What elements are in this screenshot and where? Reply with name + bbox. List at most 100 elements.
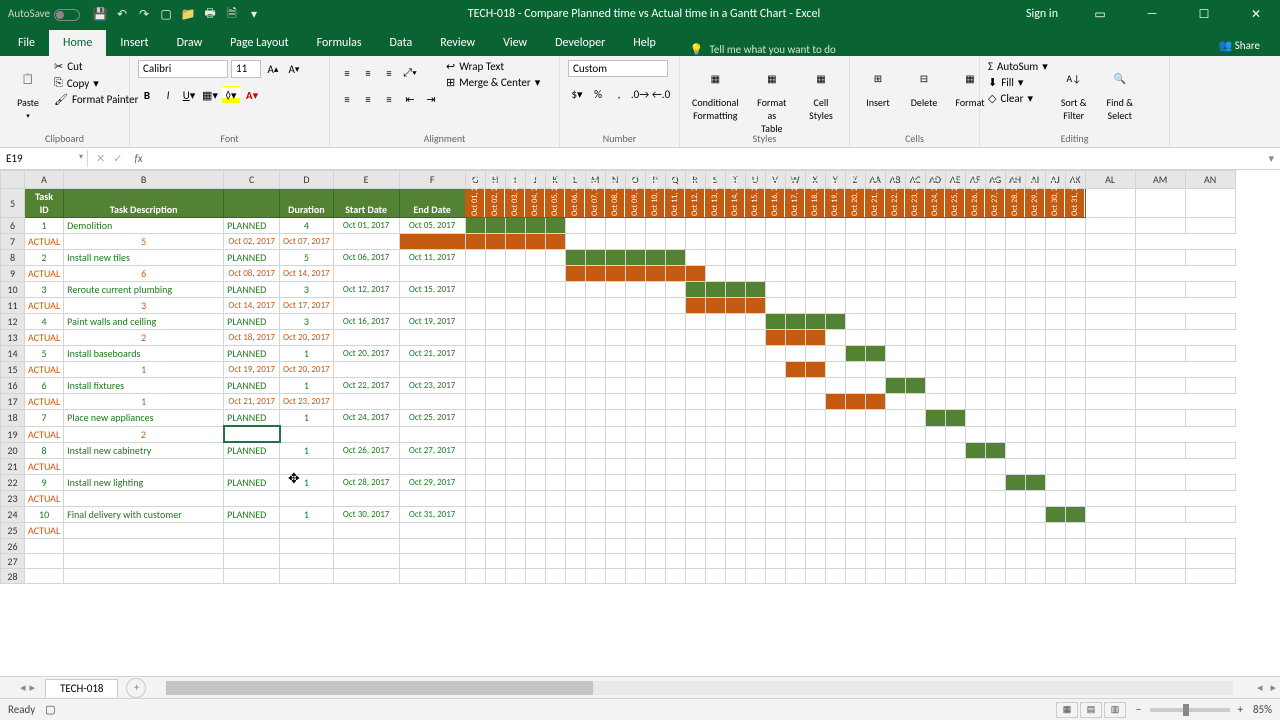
cell[interactable]	[765, 554, 785, 569]
gantt-cell[interactable]	[745, 394, 765, 410]
gantt-cell[interactable]	[885, 250, 905, 266]
cell[interactable]	[1185, 569, 1235, 584]
gantt-cell[interactable]	[845, 410, 865, 427]
gantt-cell[interactable]	[845, 346, 865, 362]
decrease-indent-icon[interactable]: ⇤	[401, 90, 419, 108]
gantt-cell[interactable]	[645, 459, 665, 475]
gantt-cell[interactable]	[885, 362, 905, 378]
cell[interactable]	[1045, 523, 1065, 539]
end-date-cell[interactable]	[280, 459, 333, 475]
gantt-cell[interactable]	[985, 298, 1005, 314]
duration-cell[interactable]: 1	[280, 475, 333, 491]
gantt-cell[interactable]	[905, 330, 925, 346]
gantt-cell[interactable]	[1025, 234, 1045, 250]
gantt-cell[interactable]	[765, 378, 785, 394]
type-cell[interactable]: ACTUAL	[25, 523, 64, 539]
gantt-cell[interactable]	[705, 250, 725, 266]
start-date-cell[interactable]: Oct 21, 2017	[224, 394, 280, 410]
gantt-cell[interactable]	[545, 266, 565, 282]
gantt-cell[interactable]	[685, 378, 705, 394]
zoom-slider[interactable]	[1150, 708, 1230, 712]
task-id[interactable]: 6	[25, 378, 64, 394]
gantt-cell[interactable]	[545, 330, 565, 346]
gantt-cell[interactable]	[945, 426, 965, 442]
gantt-cell[interactable]	[665, 250, 685, 266]
gantt-cell[interactable]	[785, 330, 805, 346]
gantt-cell[interactable]	[725, 298, 745, 314]
gantt-cell[interactable]	[985, 346, 1005, 362]
gantt-cell[interactable]	[705, 507, 725, 523]
gantt-cell[interactable]	[905, 282, 925, 298]
gantt-cell[interactable]	[1025, 459, 1045, 475]
gantt-cell[interactable]	[785, 282, 805, 298]
gantt-cell[interactable]	[865, 491, 885, 507]
cell[interactable]	[280, 569, 333, 584]
gantt-cell[interactable]	[965, 523, 985, 539]
duration-cell[interactable]	[64, 523, 224, 539]
gantt-cell[interactable]	[885, 394, 905, 410]
gantt-cell[interactable]	[865, 523, 885, 539]
cell[interactable]	[1085, 569, 1135, 584]
row-header[interactable]: 24	[1, 507, 25, 523]
gantt-cell[interactable]	[625, 523, 645, 539]
task-id[interactable]: 8	[25, 442, 64, 459]
cell[interactable]	[1065, 426, 1085, 442]
task-desc[interactable]: Final delivery with customer	[64, 507, 224, 523]
gantt-cell[interactable]	[333, 491, 399, 507]
cell[interactable]	[1025, 554, 1045, 569]
gantt-cell[interactable]	[945, 442, 965, 459]
gantt-cell[interactable]	[505, 491, 525, 507]
gantt-cell[interactable]	[605, 362, 625, 378]
gantt-cell[interactable]	[945, 346, 965, 362]
gantt-cell[interactable]	[945, 410, 965, 427]
gantt-cell[interactable]	[725, 507, 745, 523]
gantt-cell[interactable]	[1025, 378, 1045, 394]
gantt-cell[interactable]	[705, 523, 725, 539]
gantt-cell[interactable]	[685, 250, 705, 266]
gantt-cell[interactable]	[465, 314, 485, 330]
gantt-cell[interactable]	[1005, 330, 1025, 346]
cell[interactable]	[625, 554, 645, 569]
cell[interactable]	[505, 554, 525, 569]
gantt-cell[interactable]	[745, 459, 765, 475]
gantt-cell[interactable]	[925, 378, 945, 394]
gantt-cell[interactable]	[725, 378, 745, 394]
gantt-cell[interactable]	[585, 491, 605, 507]
cell[interactable]	[545, 554, 565, 569]
cell[interactable]	[1085, 362, 1135, 378]
gantt-cell[interactable]	[1025, 442, 1045, 459]
end-date-cell[interactable]: Oct 14, 2017	[280, 266, 333, 282]
gantt-cell[interactable]	[465, 459, 485, 475]
gantt-cell[interactable]	[705, 426, 725, 442]
type-cell[interactable]: PLANNED	[224, 475, 280, 491]
gantt-cell[interactable]	[685, 475, 705, 491]
gantt-cell[interactable]	[785, 218, 805, 234]
gantt-cell[interactable]	[333, 266, 399, 282]
cell[interactable]	[705, 539, 725, 554]
gantt-cell[interactable]	[645, 442, 665, 459]
gantt-cell[interactable]	[765, 523, 785, 539]
gantt-cell[interactable]	[565, 410, 585, 427]
gantt-cell[interactable]	[925, 346, 945, 362]
cell[interactable]	[605, 539, 625, 554]
gantt-cell[interactable]	[685, 394, 705, 410]
gantt-cell[interactable]	[485, 507, 505, 523]
gantt-cell[interactable]	[333, 234, 399, 250]
end-date-cell[interactable]: Oct 19, 2017	[399, 314, 465, 330]
close-icon[interactable]: ✕	[1236, 0, 1276, 28]
percent-icon[interactable]: %	[589, 85, 607, 103]
gantt-cell[interactable]	[825, 250, 845, 266]
cell[interactable]	[1135, 539, 1185, 554]
cell[interactable]	[505, 569, 525, 584]
gantt-cell[interactable]	[785, 491, 805, 507]
cell[interactable]	[1045, 459, 1065, 475]
align-left-icon[interactable]: ≡	[338, 90, 356, 108]
gantt-cell[interactable]	[1025, 218, 1045, 234]
cell[interactable]	[665, 569, 685, 584]
gantt-cell[interactable]	[805, 250, 825, 266]
gantt-cell[interactable]	[399, 426, 465, 442]
cell[interactable]	[1045, 266, 1065, 282]
cell[interactable]	[1065, 266, 1085, 282]
gantt-cell[interactable]	[865, 475, 885, 491]
cell[interactable]	[585, 569, 605, 584]
